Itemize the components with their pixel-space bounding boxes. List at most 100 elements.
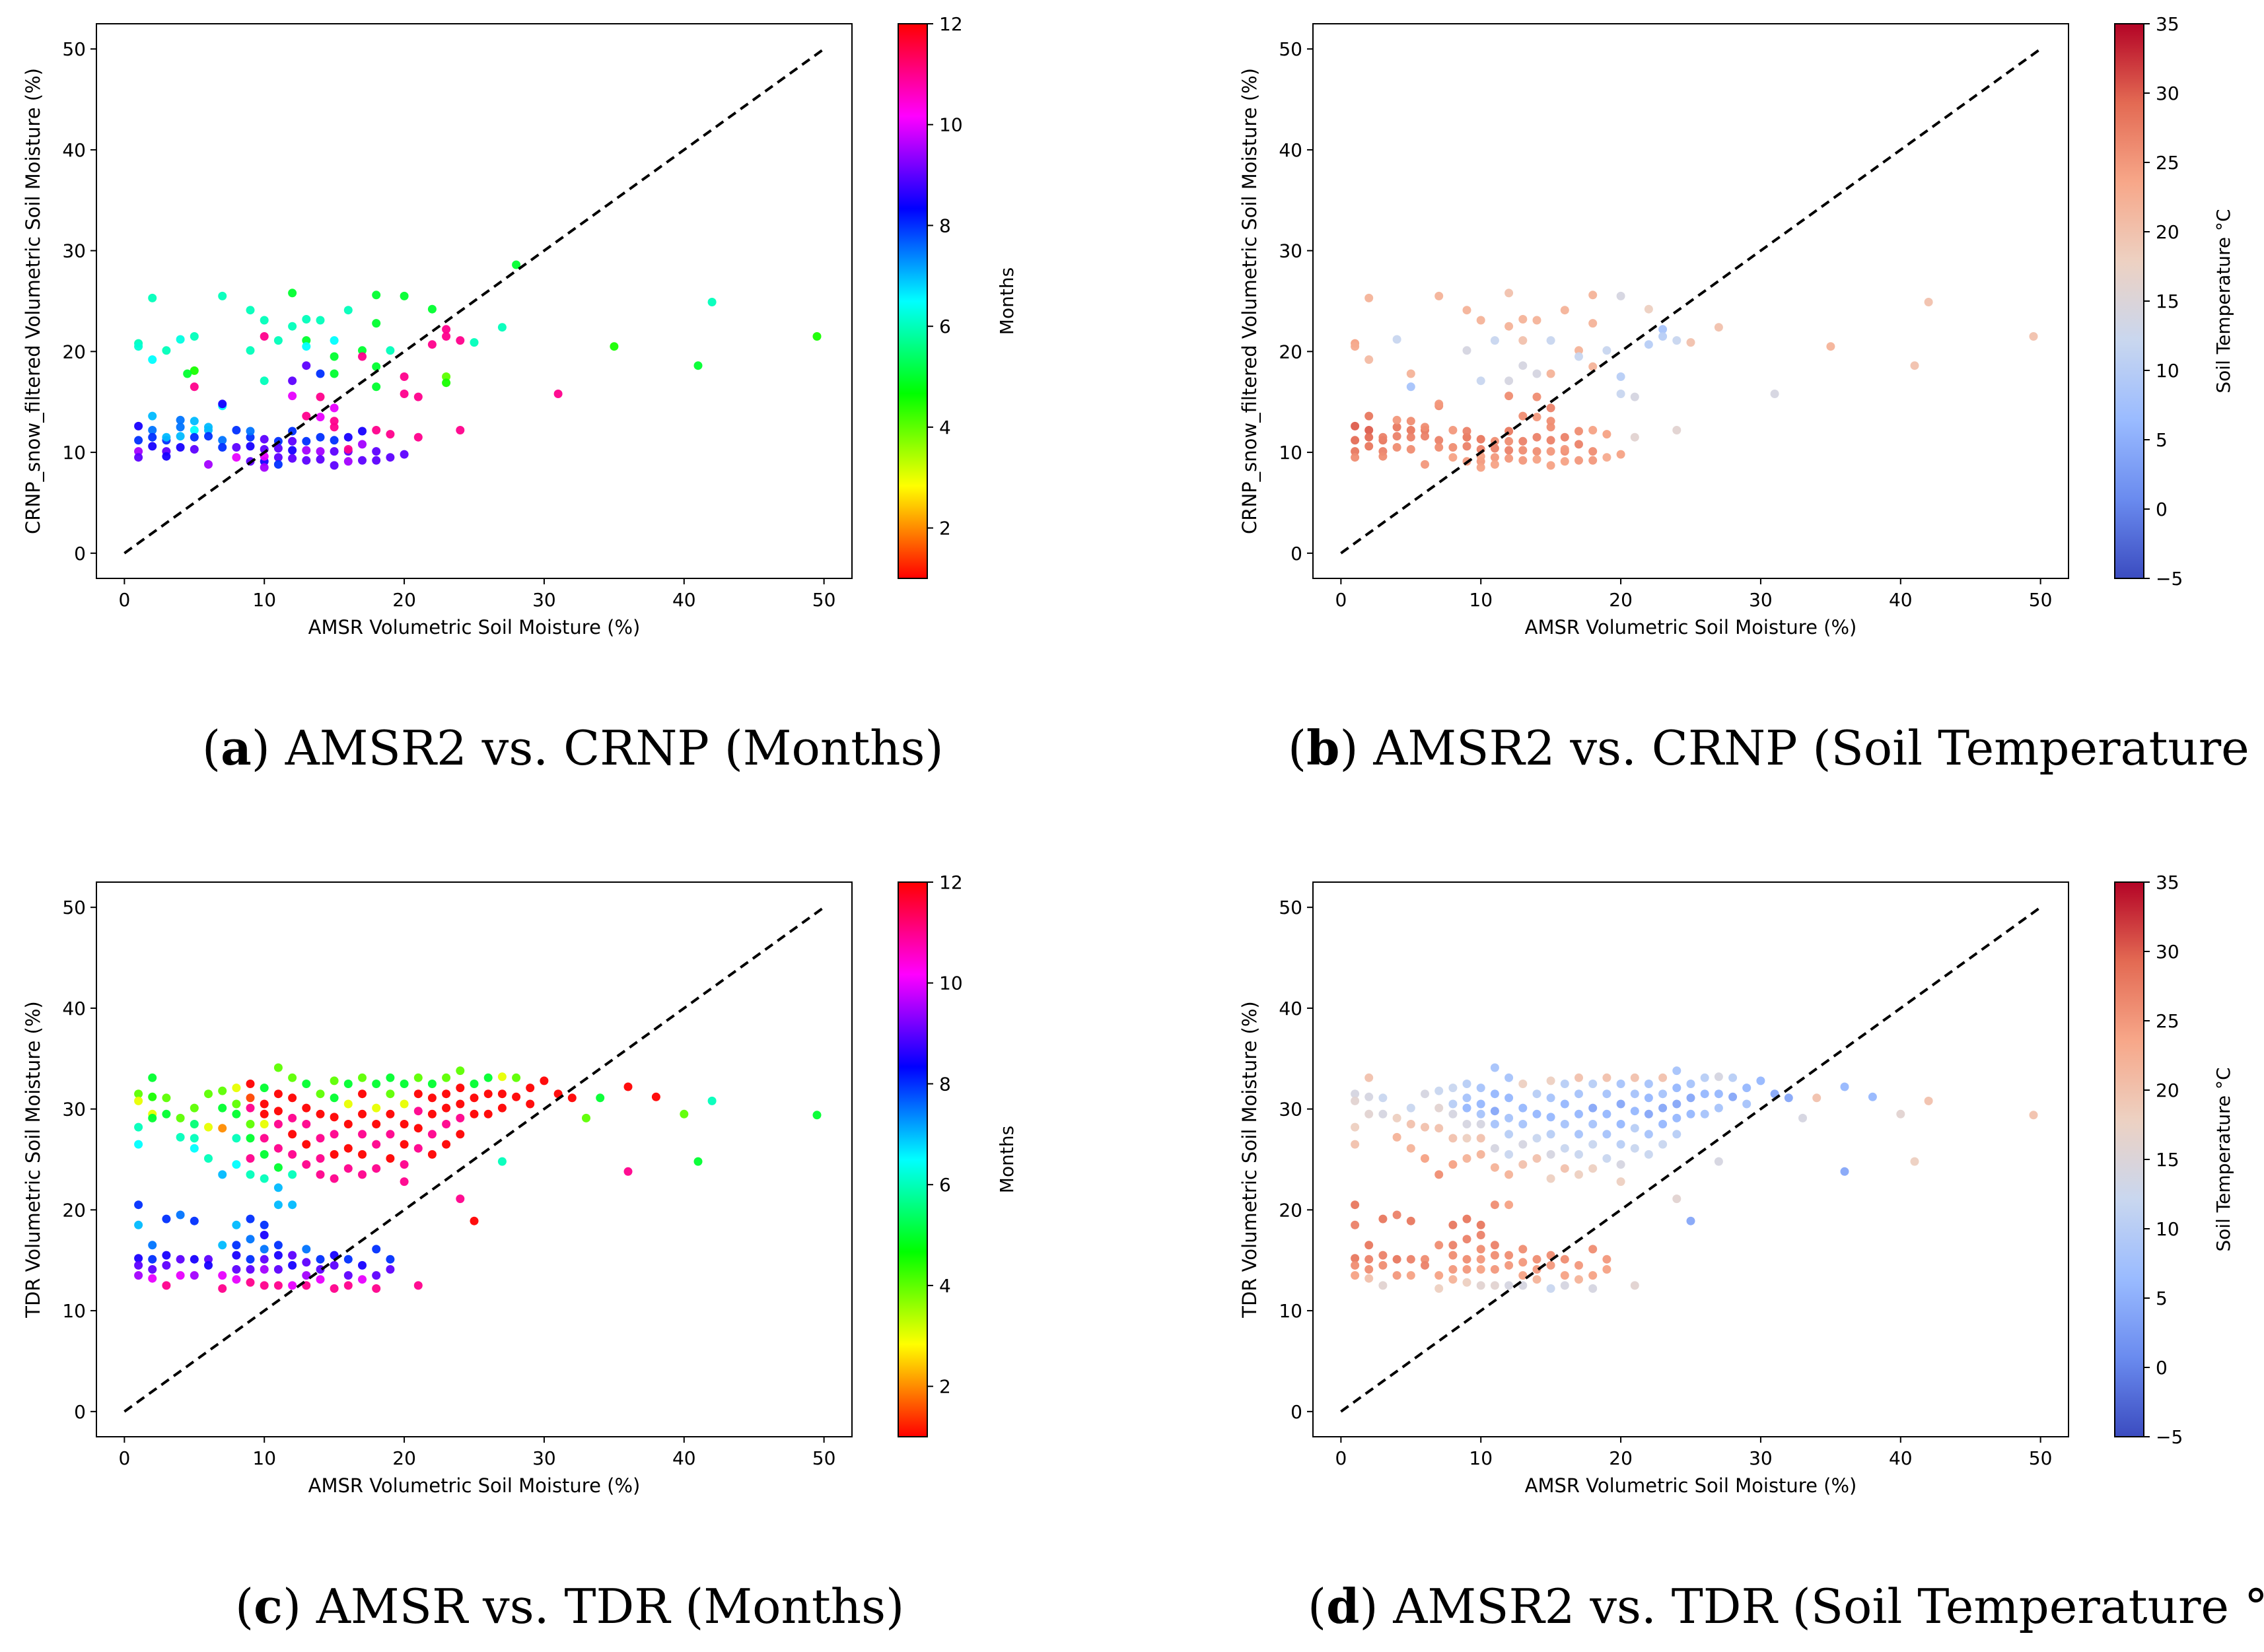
data-point [302, 1160, 311, 1169]
data-point [2029, 332, 2038, 341]
data-point [1532, 1089, 1541, 1099]
data-point [1574, 1089, 1583, 1099]
data-point [316, 1134, 325, 1143]
data-point [358, 1150, 367, 1159]
data-point [1434, 1086, 1444, 1095]
data-point [260, 463, 269, 472]
data-point [273, 1200, 283, 1210]
data-point [427, 1080, 437, 1088]
data-point [1644, 1080, 1653, 1088]
caption-b-text: ) AMSR2 vs. CRNP (Soil Temperature °C) [1339, 720, 2264, 776]
colorbar-tick-label: 10 [2156, 360, 2179, 382]
data-point [456, 1113, 465, 1122]
data-point [1784, 1093, 1793, 1103]
data-point [1504, 446, 1514, 455]
data-point [1392, 1271, 1401, 1280]
colorbar-tick-label: 12 [939, 13, 963, 35]
data-point [1658, 332, 1668, 341]
x-tick-label: 10 [252, 589, 276, 611]
data-point [343, 306, 353, 315]
data-point [1421, 432, 1429, 441]
data-point [232, 1134, 241, 1143]
y-axis-label: CRNP_snow_filtered Volumetric Soil Moist… [22, 68, 44, 534]
data-point [1504, 1251, 1514, 1260]
data-point [1434, 1284, 1444, 1293]
colorbar [898, 23, 928, 579]
data-point [413, 1144, 423, 1153]
data-point [1448, 1241, 1458, 1250]
data-point [1630, 1281, 1639, 1290]
data-point [1462, 1120, 1471, 1128]
data-point [148, 1255, 157, 1264]
data-point [1490, 1265, 1499, 1274]
data-point [316, 392, 325, 401]
y-tick-label: 40 [62, 139, 86, 161]
data-point [1364, 355, 1374, 364]
data-point [134, 1089, 143, 1099]
data-point [596, 1093, 605, 1103]
data-point [288, 446, 297, 455]
data-point [218, 291, 227, 300]
data-point [1364, 1092, 1374, 1101]
data-point [1434, 291, 1444, 300]
x-tick-label: 20 [1609, 589, 1633, 611]
data-point [1532, 1255, 1541, 1264]
data-point [316, 1255, 325, 1264]
y-axis-label: CRNP_snow_filtered Volumetric Soil Moist… [1238, 68, 1261, 534]
data-point [1448, 1109, 1458, 1119]
data-point [190, 1271, 199, 1280]
data-point [1378, 1251, 1388, 1260]
colorbar-tick-label: 8 [939, 215, 951, 236]
data-point [1616, 1160, 1625, 1169]
data-point [1434, 1271, 1444, 1280]
data-point [1351, 1260, 1360, 1270]
data-point [232, 1220, 241, 1229]
data-point [512, 1073, 521, 1082]
data-point [330, 447, 339, 456]
data-point [400, 1099, 409, 1109]
y-tick-label: 50 [1279, 897, 1302, 918]
data-point [316, 1170, 325, 1179]
data-point [1351, 421, 1360, 430]
data-point [512, 1092, 521, 1101]
data-point [1476, 1120, 1485, 1128]
data-point [1672, 1066, 1681, 1076]
data-point [162, 346, 171, 355]
colorbar-tick-label: 2 [939, 518, 951, 539]
data-point [1686, 1109, 1695, 1119]
data-point [372, 319, 381, 328]
data-point [1588, 1120, 1598, 1128]
data-point [1504, 1150, 1514, 1159]
colorbar-tick-label: 4 [939, 417, 951, 438]
data-point [1588, 426, 1598, 434]
data-point [232, 426, 241, 434]
x-axis-label: AMSR Volumetric Soil Moisture (%) [1525, 1474, 1857, 1497]
data-point [1462, 1235, 1471, 1244]
data-point [1588, 291, 1598, 300]
data-point [1378, 1214, 1388, 1223]
data-point [1826, 342, 1835, 351]
x-tick-label: 10 [1469, 589, 1493, 611]
data-point [204, 432, 213, 441]
data-point [232, 1109, 241, 1119]
data-point [1546, 336, 1555, 345]
data-point [273, 460, 283, 469]
data-point [623, 1082, 633, 1091]
data-point [358, 456, 367, 465]
data-point [232, 1251, 241, 1260]
data-point [1686, 1080, 1695, 1088]
data-point [1462, 1214, 1471, 1223]
data-point [148, 1274, 157, 1283]
data-point [1448, 453, 1458, 462]
data-point [288, 1073, 297, 1082]
data-point [427, 1130, 437, 1139]
data-point [148, 1265, 157, 1274]
colorbar-label: Soil Temperature °C [2212, 209, 2234, 393]
scatter-points [1351, 1063, 2038, 1293]
data-point [260, 332, 269, 341]
data-point [302, 336, 311, 345]
data-point [1504, 1281, 1514, 1290]
data-point [1518, 1160, 1528, 1169]
